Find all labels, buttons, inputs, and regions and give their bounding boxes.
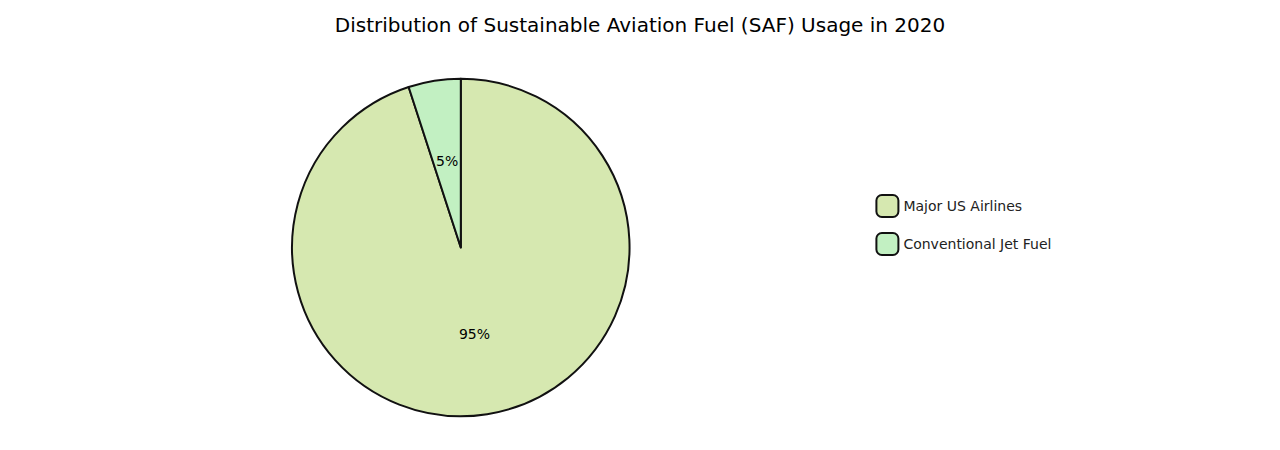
svg-text:5%: 5% (436, 153, 458, 169)
svg-text:Distribution of Sustainable Av: Distribution of Sustainable Aviation Fue… (335, 13, 945, 37)
svg-text:95%: 95% (459, 326, 490, 342)
svg-text:Major US Airlines: Major US Airlines (903, 198, 1022, 214)
svg-text:Conventional Jet Fuel: Conventional Jet Fuel (903, 236, 1051, 252)
